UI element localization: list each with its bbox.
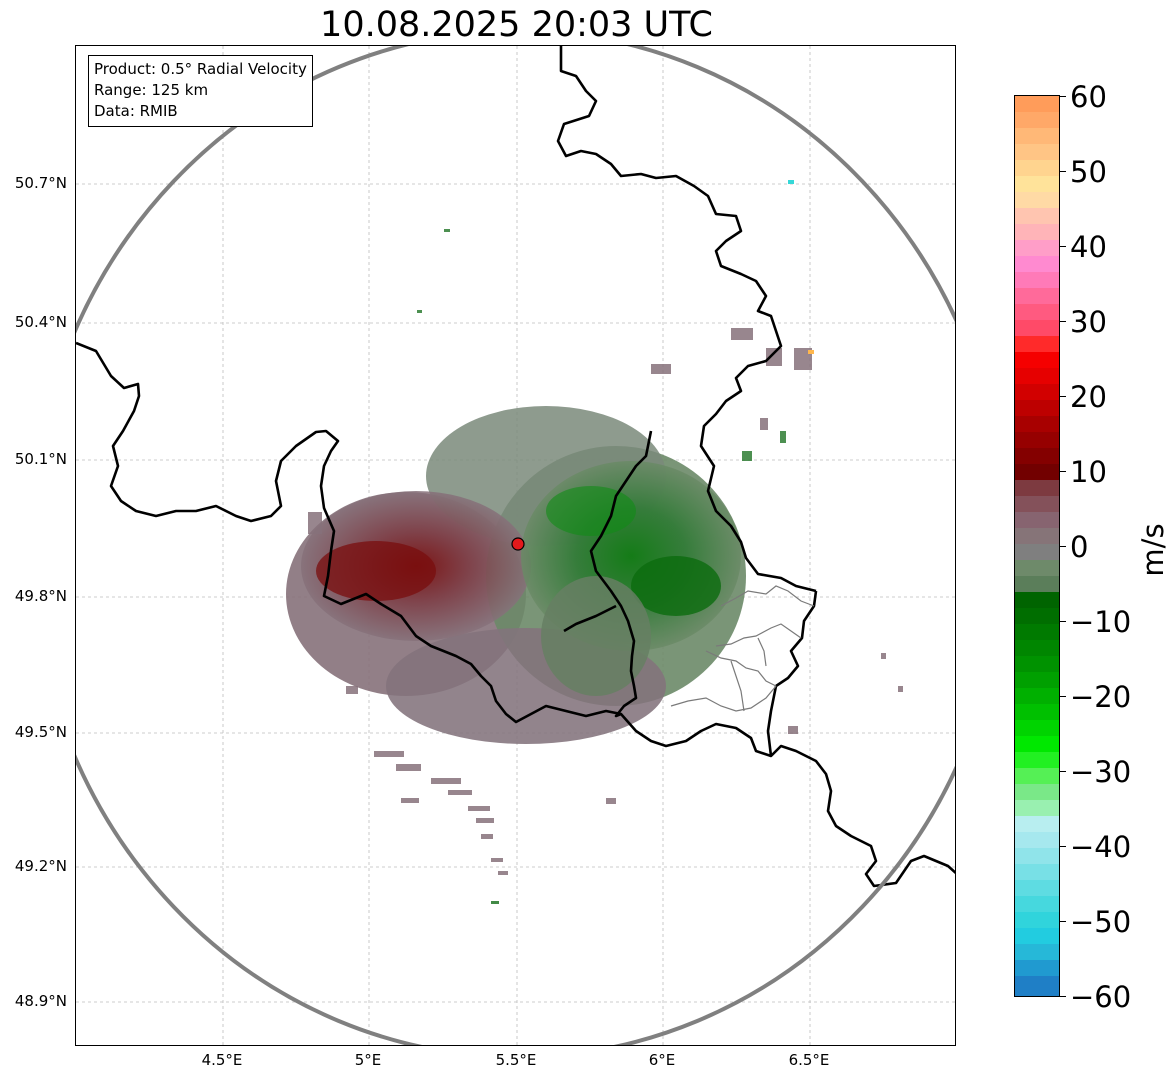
colorbar-tick-label: 30 — [1070, 305, 1107, 339]
colorbar-unit-label: m/s — [1136, 523, 1170, 577]
product-info-box: Product: 0.5° Radial Velocity Range: 125… — [88, 55, 313, 127]
lat-label: 48.9°N — [14, 992, 67, 1010]
colorbar-tick-label: −30 — [1070, 755, 1132, 789]
colorbar-tick — [1060, 921, 1066, 922]
lat-label: 50.4°N — [14, 313, 67, 331]
range-label: Range: 125 km — [94, 81, 209, 99]
colorbar-tick-label: 20 — [1070, 380, 1107, 414]
colorbar-tick-label: 60 — [1070, 80, 1107, 114]
colorbar-tick — [1060, 771, 1066, 772]
lat-label: 49.8°N — [14, 587, 67, 605]
colorbar-tick-label: 10 — [1070, 455, 1107, 489]
colorbar-tick — [1060, 171, 1066, 172]
colorbar-tick — [1060, 96, 1066, 97]
colorbar-tick-label: 50 — [1070, 155, 1107, 189]
product-label: Product: 0.5° Radial Velocity — [94, 60, 307, 78]
region-borders — [670, 585, 815, 712]
radar-map-canvas — [76, 46, 955, 1045]
colorbar-tick — [1060, 471, 1066, 472]
lat-label: 50.1°N — [14, 450, 67, 468]
colorbar-unit-label-wrap: m/s — [1133, 505, 1171, 595]
data-source-label: Data: RMIB — [94, 102, 178, 120]
lon-label: 4.5°E — [201, 1051, 243, 1069]
colorbar-tick-label: −10 — [1070, 605, 1132, 639]
colorbar-tick-label: −40 — [1070, 830, 1132, 864]
lon-label: 5.5°E — [495, 1051, 537, 1069]
lon-label: 6.5°E — [788, 1051, 830, 1069]
velocity-colorbar — [1014, 95, 1060, 997]
lat-label: 49.5°N — [14, 723, 67, 741]
lon-label: 6°E — [648, 1051, 676, 1069]
lat-label: 49.2°N — [14, 857, 67, 875]
colorbar-tick — [1060, 321, 1066, 322]
colorbar-tick-label: 0 — [1070, 530, 1089, 564]
colorbar-tick — [1060, 546, 1066, 547]
map-title: 10.08.2025 20:03 UTC — [320, 5, 713, 45]
colorbar-tick-label: 40 — [1070, 230, 1107, 264]
colorbar-tick — [1060, 621, 1066, 622]
lon-label: 5°E — [354, 1051, 382, 1069]
lat-label: 50.7°N — [14, 174, 67, 192]
colorbar-tick — [1060, 846, 1066, 847]
colorbar-tick-label: −20 — [1070, 680, 1132, 714]
velocity-echoes — [286, 180, 903, 904]
colorbar-tick — [1060, 246, 1066, 247]
colorbar-tick-label: −60 — [1070, 980, 1132, 1014]
colorbar-tick — [1060, 696, 1066, 697]
radar-site-marker — [511, 537, 525, 551]
colorbar-tick — [1060, 396, 1066, 397]
radar-map[interactable] — [75, 45, 956, 1046]
colorbar-tick — [1060, 996, 1066, 997]
colorbar-gradient — [1015, 96, 1059, 996]
colorbar-tick-label: −50 — [1070, 905, 1132, 939]
country-borders — [76, 46, 955, 888]
